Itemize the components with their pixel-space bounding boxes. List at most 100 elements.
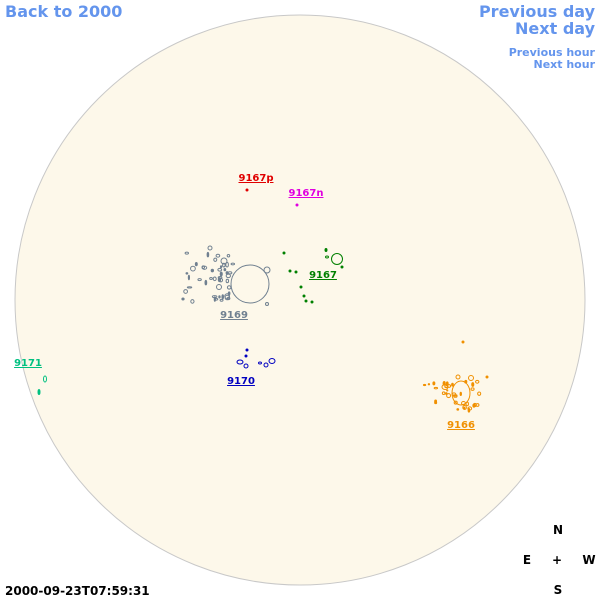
sunspot [224, 293, 231, 299]
sunspot [282, 251, 286, 255]
sunspot [434, 399, 438, 403]
sunspot [485, 375, 489, 379]
sunspot [294, 270, 298, 274]
sunspot [206, 251, 210, 258]
sunspot [465, 401, 469, 407]
sunspot [217, 267, 223, 272]
sunspot [197, 278, 202, 282]
compass-center: + [552, 553, 562, 567]
sunspot [453, 400, 458, 405]
next-day-link[interactable]: Next day [515, 19, 596, 38]
sunspot [204, 279, 208, 286]
sunspot [218, 295, 221, 299]
sunspot [265, 302, 269, 306]
sunspot [245, 188, 249, 192]
back-link[interactable]: Back to 2000 [5, 2, 122, 21]
next-hour-link[interactable]: Next hour [534, 58, 596, 71]
sunspot [468, 375, 474, 381]
sunspot [459, 391, 462, 397]
sunspot [331, 253, 343, 265]
sunspot [304, 299, 308, 303]
sunspot [433, 386, 439, 390]
sunspot [186, 286, 193, 289]
sunspot [467, 407, 471, 413]
sunspot [442, 381, 446, 386]
sunspot [216, 284, 222, 290]
sunspot [230, 264, 270, 304]
sunspot [217, 275, 223, 279]
previous-day-link[interactable]: Previous day [479, 2, 596, 21]
timestamp: 2000-09-23T07:59:31 [5, 584, 150, 598]
region-link[interactable]: 9166 [447, 420, 475, 431]
sunspot [455, 374, 461, 380]
sunspot [445, 381, 449, 387]
sunspot [219, 271, 223, 277]
sunspot [456, 408, 460, 411]
solar-disk [14, 14, 586, 586]
sunspot [441, 391, 446, 396]
sunspot [183, 289, 188, 294]
sunspot [446, 389, 449, 392]
sunspot [207, 245, 213, 251]
sunspot [310, 300, 314, 304]
sunspot [461, 340, 465, 344]
sunspot [187, 274, 191, 281]
sunspot [475, 379, 480, 384]
sunspot [427, 383, 431, 386]
sunspot [288, 269, 292, 273]
sunspot [451, 382, 454, 387]
sunspot [477, 391, 482, 396]
sunspot [464, 379, 468, 384]
sunspot [244, 354, 248, 358]
sunspot [263, 266, 271, 274]
sunspot [43, 375, 47, 383]
sunspot [472, 403, 476, 408]
sunspot [221, 294, 225, 300]
sunspot [324, 248, 328, 252]
sunspot [236, 359, 244, 365]
sunspot [245, 348, 249, 352]
sunspot [302, 294, 306, 298]
sunspot [451, 380, 471, 406]
sunspot [444, 385, 449, 389]
sunspot [470, 387, 475, 391]
sunspot [471, 382, 475, 387]
sunspot [340, 265, 344, 269]
sunspot [223, 267, 227, 272]
sunspot [225, 278, 230, 284]
region-link[interactable]: 9169 [220, 310, 248, 321]
compass-west: W [582, 553, 595, 567]
sunspot [215, 253, 221, 258]
region-link[interactable]: 9167 [309, 270, 337, 281]
sunspot [220, 257, 228, 265]
sunspot [463, 406, 466, 410]
sunspot [263, 362, 269, 368]
sunspot [225, 271, 229, 275]
previous-hour-link[interactable]: Previous hour [509, 46, 596, 59]
sunspot [219, 265, 223, 269]
sunspot [190, 299, 195, 304]
sunspot [219, 298, 224, 302]
sunspot [432, 381, 436, 386]
sunspot [222, 262, 226, 268]
sunspot [209, 276, 213, 280]
sunspot [190, 265, 196, 272]
sunspot [194, 262, 198, 267]
sunspot [243, 363, 249, 369]
sunspot [226, 254, 231, 258]
sunspot [181, 297, 185, 301]
sunspot [325, 255, 329, 259]
sunspot [451, 392, 457, 397]
region-link[interactable]: 9171 [14, 358, 42, 369]
region-link[interactable]: 9167p [239, 173, 274, 184]
sunspot [230, 262, 236, 266]
sunspot [210, 268, 215, 273]
sunspot [225, 262, 229, 268]
sunspot [295, 203, 299, 207]
sunspot [461, 400, 466, 406]
region-link[interactable]: 9167n [289, 188, 324, 199]
compass-north: N [553, 523, 563, 537]
compass-east: E [523, 553, 531, 567]
region-link[interactable]: 9170 [227, 376, 255, 387]
sunspot [184, 251, 190, 255]
